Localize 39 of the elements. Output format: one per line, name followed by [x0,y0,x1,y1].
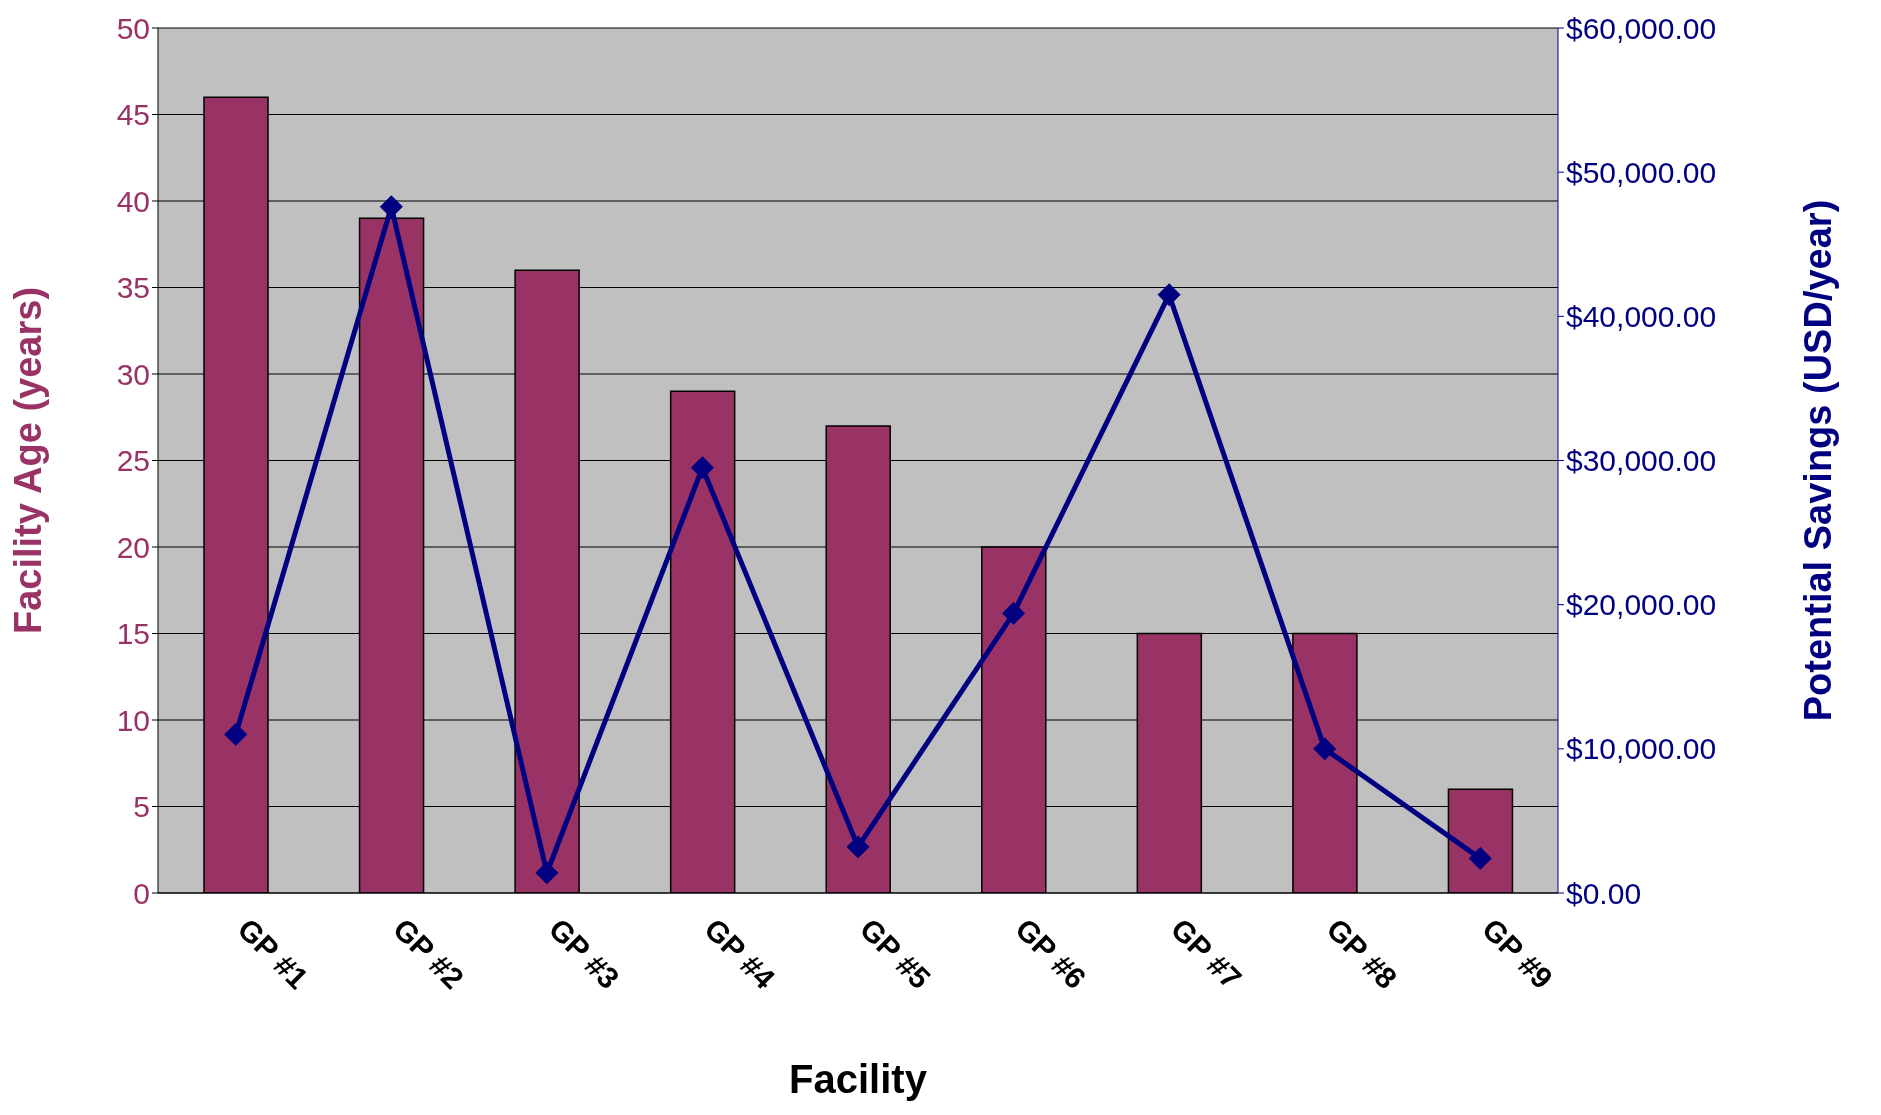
y2-tick-label: $50,000.00 [1566,155,1717,189]
y2-tick-label: $60,000.00 [1566,11,1717,45]
y-tick-label: 0 [133,876,150,910]
x-tick-label: GP #9 [1475,911,1560,995]
y-tick-label: 40 [116,184,150,218]
x-tick-label: GP #7 [1164,911,1248,995]
y-tick-label: 50 [116,11,150,45]
y2-tick-label: $40,000.00 [1566,299,1717,333]
y2-tick-label: $0.00 [1566,876,1642,910]
y2-tick-label: $10,000.00 [1566,732,1717,766]
x-tick-label: GP #4 [698,911,782,996]
y-tick-label: 30 [116,357,150,391]
x-axis-title: Facility [789,1057,928,1101]
point [1157,283,1181,307]
y-tick-label: 10 [116,703,150,737]
point [224,722,248,746]
y2-axis-title: Potential Savings (USD/year) [1797,199,1840,722]
x-tick-label: GP #8 [1320,911,1404,995]
point [535,861,559,885]
y-tick-label: 20 [116,530,150,564]
y-tick-label: 35 [116,271,150,305]
point [379,195,403,219]
point [1313,737,1337,761]
point [1002,601,1026,625]
y-tick-label: 5 [133,790,150,824]
x-tick-label: GP #3 [542,911,626,995]
point [690,456,714,480]
y2-tick-label: $30,000.00 [1566,444,1717,478]
x-tick-label: GP #1 [231,911,315,995]
x-tick-label: GP #2 [387,911,471,995]
point [846,835,870,859]
point [1468,846,1492,870]
x-tick-label: GP #5 [853,911,937,995]
y-tick-label: 45 [116,98,150,132]
y-tick-label: 25 [116,444,150,478]
y-tick-label: 15 [116,617,150,651]
y-axis-title: Facility Age (years) [7,286,50,635]
y2-tick-label: $20,000.00 [1566,588,1717,622]
x-tick-label: GP #6 [1009,911,1093,995]
